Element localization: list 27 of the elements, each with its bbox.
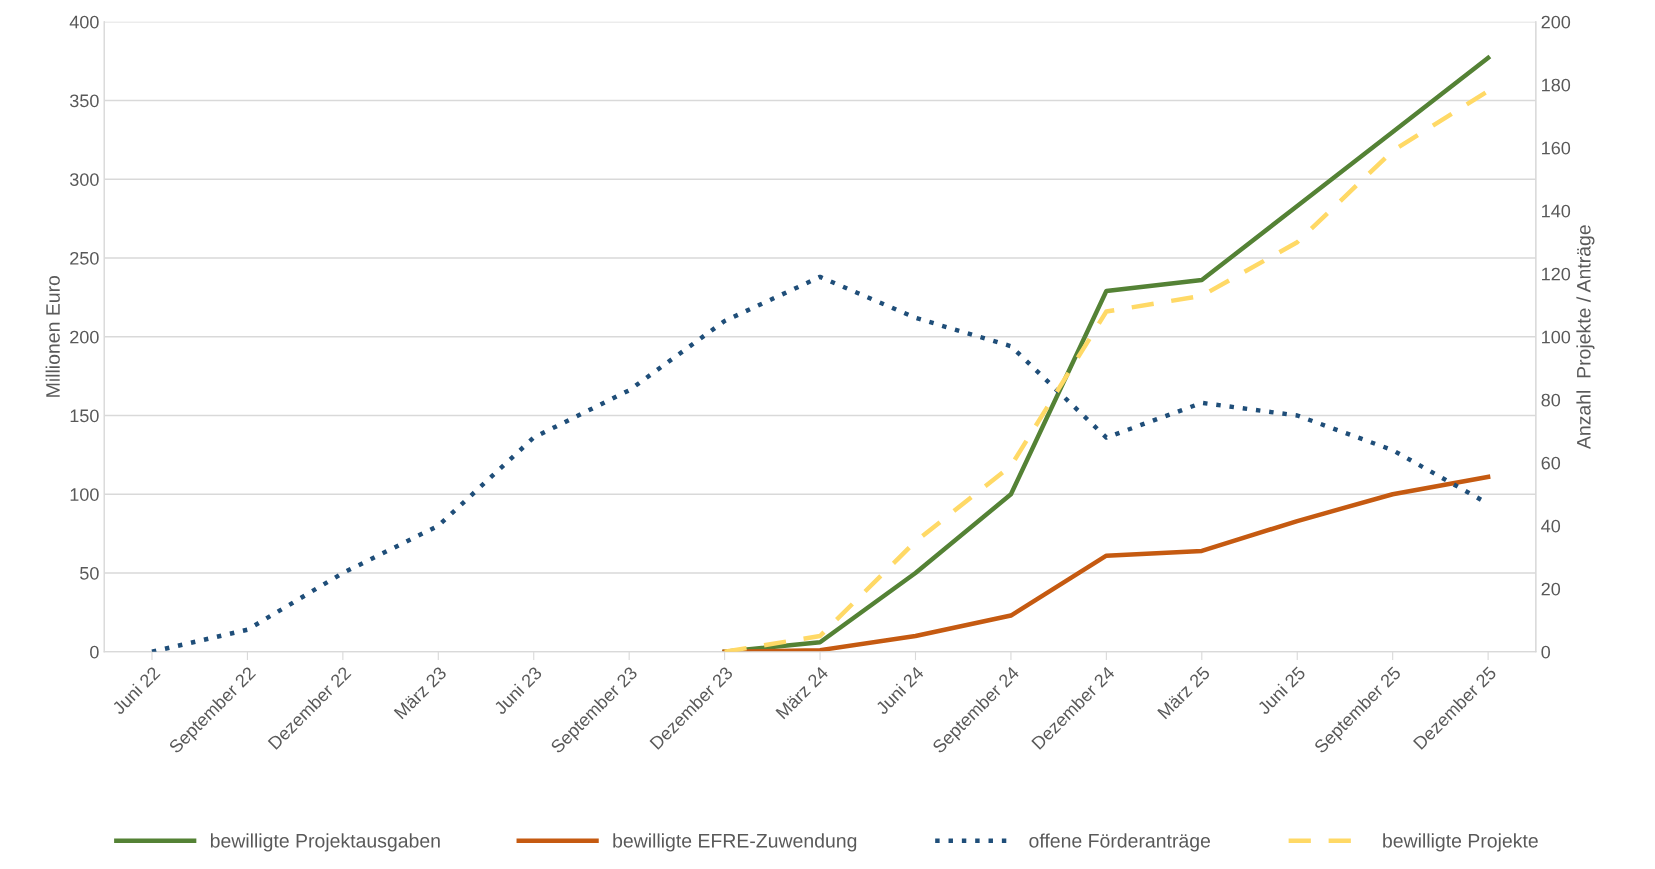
y-tick-label: 200 [70, 330, 99, 344]
y2-tick-label: 180 [1542, 78, 1571, 92]
y-tick-label: 350 [69, 94, 99, 108]
y-tick-label: 100 [70, 488, 99, 501]
y2-axis-title: Anzahl Projekte / Anträge [1576, 225, 1595, 450]
y-tick-label: 150 [70, 409, 99, 423]
y2-tick-label: 60 [1541, 456, 1561, 470]
y-tick-label: 300 [69, 173, 99, 186]
y-axis-title: Millionen Euro [45, 275, 60, 397]
y2-tick-label: 120 [1542, 267, 1571, 281]
y2-tick-label: 160 [1542, 141, 1571, 155]
y2-tick-label: 20 [1541, 582, 1561, 596]
y2-tick-label: 140 [1542, 204, 1571, 218]
y-tick-label: 400 [69, 15, 99, 29]
y2-tick-label: 200 [1541, 15, 1571, 29]
y-tick-label: 0 [90, 645, 99, 659]
y2-tick-label: 80 [1541, 393, 1561, 407]
y2-tick-label: 100 [1542, 330, 1571, 344]
legend-label: offene Förderanträge [1029, 833, 1210, 852]
y2-tick-label: 0 [1541, 645, 1551, 659]
legend-label: bewilligte EFRE-Zuwendung [613, 833, 857, 852]
line-series [722, 474, 1491, 652]
legend-label: bewilligte Projekte [1383, 833, 1538, 852]
y2-tick-label: 40 [1541, 519, 1561, 533]
y-tick-label: 250 [70, 251, 99, 265]
y-tick-label: 50 [80, 566, 99, 580]
legend-label: bewilligte Projektausgaben [210, 833, 440, 852]
